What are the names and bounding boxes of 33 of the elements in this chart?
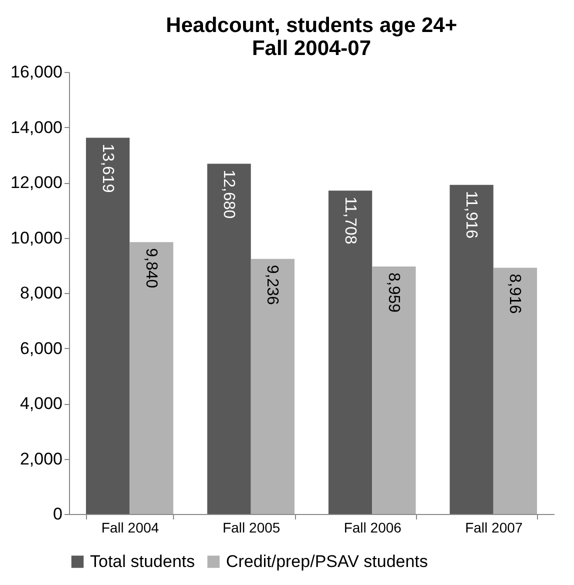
data-label: 13,619 [98,144,116,193]
legend-label: Total students [90,552,195,571]
data-label: 12,680 [220,170,238,219]
legend-label: Credit/prep/PSAV students [226,552,428,571]
data-label: 11,916 [462,190,480,239]
data-label: 9,236 [264,264,281,305]
y-tick-label: 0 [53,504,62,524]
data-label: 8,959 [384,272,402,313]
x-tick-label: Fall 2005 [222,520,280,536]
y-tick-label: 2,000 [20,449,62,468]
data-label: 9,840 [142,248,160,288]
x-tick-label: Fall 2004 [101,520,160,536]
y-tick-label: 12,000 [10,173,62,192]
x-tick-label: Fall 2006 [344,520,402,536]
data-label: 11,708 [341,196,358,244]
data-label: 8,916 [506,274,524,314]
y-tick-label: 16,000 [10,62,62,82]
bar [328,190,372,514]
text: Fall 2004-07 [252,37,372,60]
y-tick-label: 4,000 [20,394,62,413]
y-tick-label: 6,000 [20,338,62,358]
bar [86,138,130,514]
bar [372,266,416,514]
bar [207,164,251,514]
bar [250,258,295,514]
x-tick-label: Fall 2007 [465,520,523,536]
y-tick-label: 8,000 [20,284,62,302]
bar [450,184,494,514]
bar [493,268,538,514]
bar [130,242,174,514]
y-tick-label: 10,000 [10,228,62,248]
text: Headcount, students age 24+ [166,14,458,37]
y-tick-label: 14,000 [10,118,62,137]
